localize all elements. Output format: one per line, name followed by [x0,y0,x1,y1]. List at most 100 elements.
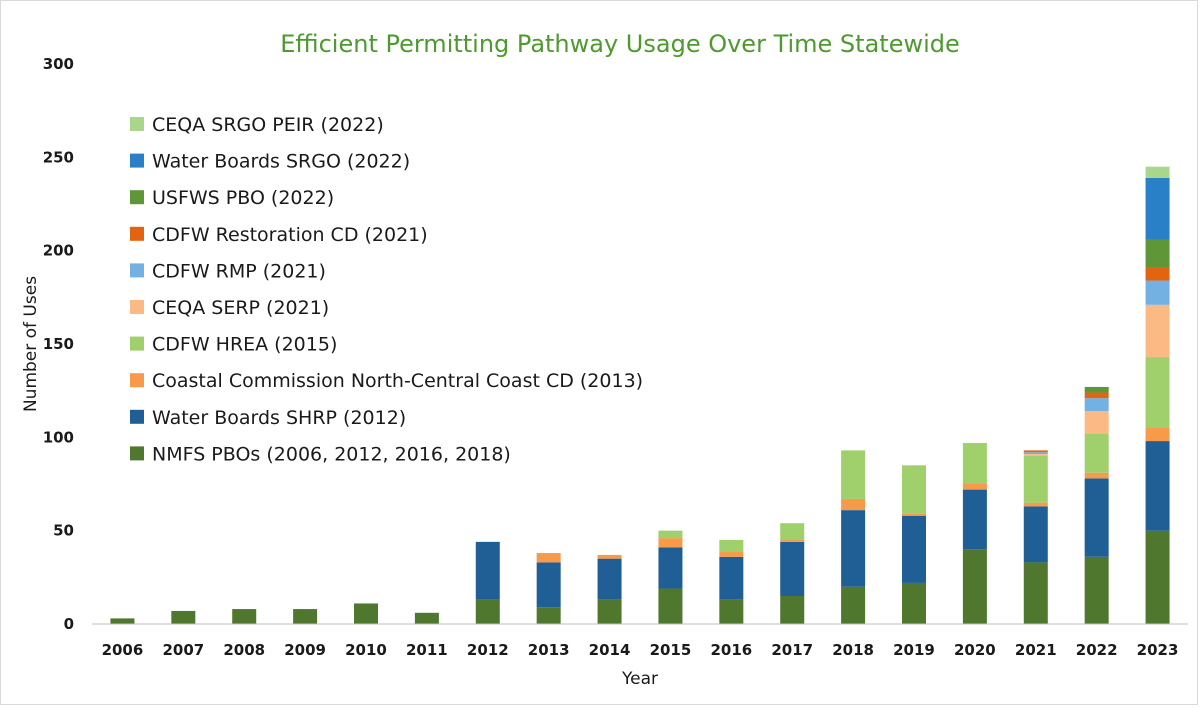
legend-label-coastal-commission-north-central-coast-cd-2013: Coastal Commission North-Central Coast C… [152,370,643,392]
y-axis: 0 50 100 150 200 250 300 [43,55,74,633]
legend-swatch-nmfs-pbos-2006-2012-2016-2018 [130,446,144,461]
bar-segment-coastal-commission-north-central-coast-cd-2013-2015 [658,538,683,548]
bar-segment-coastal-commission-north-central-coast-cd-2013-2019 [902,513,926,516]
x-tick-label: 2023 [1137,641,1179,659]
bar-segment-coastal-commission-north-central-coast-cd-2013-2018 [841,498,866,511]
legend: CEQA SRGO PEIR (2022) Water Boards SRGO (… [130,114,643,465]
y-tick-label: 150 [43,335,74,353]
bar-segment-water-boards-shrp-2012-2017 [780,541,805,596]
bar-segment-coastal-commission-north-central-coast-cd-2013-2016 [719,551,744,557]
bar-segment-water-boards-shrp-2012-2020 [962,489,987,550]
y-tick-label: 0 [64,615,74,633]
y-tick-label: 50 [53,522,74,540]
legend-swatch-coastal-commission-north-central-coast-cd-2013 [130,373,144,388]
x-tick-label: 2010 [345,641,387,659]
bar-segment-cdfw-hrea-2015-2015 [658,530,683,539]
x-tick-label: 2017 [771,641,813,659]
bar-segment-cdfw-rmp-2021-2022 [1084,398,1109,412]
bar-segment-ceqa-serp-2021-2021 [1023,454,1048,456]
bar-segment-water-boards-shrp-2012-2023 [1145,441,1170,531]
y-tick-label: 250 [43,148,74,166]
bar-segment-nmfs-pbos-2006-2012-2016-2018-2016 [719,599,744,624]
bar-segment-nmfs-pbos-2006-2012-2016-2018-2020 [962,549,987,624]
bar-segment-coastal-commission-north-central-coast-cd-2013-2023 [1145,428,1170,442]
bar-segment-water-boards-shrp-2012-2021 [1023,506,1048,563]
bar-segment-cdfw-restoration-cd-2021-2023 [1145,267,1170,281]
legend-swatch-water-boards-shrp-2012 [130,409,144,424]
bar-segment-nmfs-pbos-2006-2012-2016-2018-2007 [171,610,196,624]
bar-segment-usfws-pbo-2022-2022 [1084,386,1109,393]
bar-segment-cdfw-hrea-2015-2016 [719,540,744,552]
bar-segment-cdfw-hrea-2015-2019 [902,465,926,514]
bar-segment-coastal-commission-north-central-coast-cd-2013-2013 [536,553,561,563]
legend-label-usfws-pbo-2022: USFWS PBO (2022) [152,187,334,209]
x-tick-label: 2021 [1015,641,1057,659]
bar-segment-coastal-commission-north-central-coast-cd-2013-2022 [1084,472,1109,479]
bar-segment-nmfs-pbos-2006-2012-2016-2018-2013 [536,607,561,624]
x-axis-title: Year [621,669,658,689]
bar-segment-water-boards-shrp-2012-2016 [719,556,744,600]
bar-segment-nmfs-pbos-2006-2012-2016-2018-2014 [597,599,622,624]
bar-segment-cdfw-hrea-2015-2021 [1023,456,1048,503]
bar-segment-water-boards-shrp-2012-2013 [536,562,561,608]
bar-segment-coastal-commission-north-central-coast-cd-2013-2021 [1023,502,1048,507]
legend-label-nmfs-pbos-2006-2012-2016-2018: NMFS PBOs (2006, 2012, 2016, 2018) [152,443,511,465]
y-axis-title: Number of Uses [21,276,41,412]
x-tick-label: 2011 [406,641,448,659]
bar-segment-water-boards-shrp-2012-2019 [902,515,926,583]
bar-segment-cdfw-hrea-2015-2023 [1145,357,1170,428]
bar-segment-ceqa-serp-2021-2023 [1145,304,1170,358]
bar-segment-coastal-commission-north-central-coast-cd-2013-2020 [962,484,987,490]
bar-segment-cdfw-restoration-cd-2021-2022 [1084,392,1109,399]
bar-segment-water-boards-shrp-2012-2022 [1084,478,1109,557]
bar-segment-nmfs-pbos-2006-2012-2016-2018-2011 [414,612,439,624]
bar-segment-nmfs-pbos-2006-2012-2016-2018-2010 [354,603,378,624]
x-tick-label: 2009 [284,641,326,659]
bar-segment-water-boards-shrp-2012-2012 [475,541,500,600]
bars [110,166,1170,624]
bar-segment-nmfs-pbos-2006-2012-2016-2018-2015 [658,588,683,624]
bar-segment-cdfw-hrea-2015-2022 [1084,433,1109,473]
y-tick-label: 200 [43,242,74,260]
legend-label-ceqa-serp-2021: CEQA SERP (2021) [152,297,329,319]
bar-segment-nmfs-pbos-2006-2012-2016-2018-2023 [1145,530,1170,624]
bar-segment-nmfs-pbos-2006-2012-2016-2018-2008 [232,609,257,624]
bar-segment-coastal-commission-north-central-coast-cd-2013-2017 [780,540,805,542]
y-tick-label: 100 [43,428,74,446]
x-tick-label: 2013 [528,641,570,659]
bar-segment-water-boards-srgo-2022-2023 [1145,177,1170,240]
bar-segment-cdfw-hrea-2015-2020 [962,442,987,484]
chart-title: Efficient Permitting Pathway Usage Over … [280,30,960,58]
bar-segment-ceqa-serp-2021-2022 [1084,411,1109,434]
x-tick-label: 2007 [162,641,204,659]
legend-swatch-usfws-pbo-2022 [130,190,144,205]
bar-segment-nmfs-pbos-2006-2012-2016-2018-2006 [110,618,135,624]
legend-label-ceqa-srgo-peir-2022: CEQA SRGO PEIR (2022) [152,114,384,136]
legend-label-cdfw-restoration-cd-2021: CDFW Restoration CD (2021) [152,224,428,246]
x-tick-label: 2016 [710,641,752,659]
bar-segment-usfws-pbo-2022-2023 [1145,239,1170,268]
bar-segment-water-boards-shrp-2012-2015 [658,547,683,589]
legend-swatch-water-boards-srgo-2022 [130,153,144,168]
legend-swatch-cdfw-restoration-cd-2021 [130,226,144,241]
bar-segment-cdfw-rmp-2021-2021 [1023,452,1048,455]
legend-swatch-cdfw-rmp-2021 [130,263,144,278]
bar-segment-water-boards-shrp-2012-2014 [597,558,622,600]
x-tick-label: 2014 [589,641,631,659]
legend-swatch-cdfw-hrea-2015 [130,336,144,351]
bar-segment-ceqa-srgo-peir-2022-2023 [1145,166,1170,178]
legend-swatch-ceqa-serp-2021 [130,300,144,314]
bar-segment-nmfs-pbos-2006-2012-2016-2018-2018 [841,586,866,624]
legend-label-cdfw-hrea-2015: CDFW HREA (2015) [152,334,337,356]
x-tick-label: 2006 [102,641,144,659]
bar-segment-nmfs-pbos-2006-2012-2016-2018-2012 [475,599,500,624]
bar-segment-cdfw-restoration-cd-2021-2021 [1023,450,1048,453]
bar-segment-coastal-commission-north-central-coast-cd-2013-2014 [597,554,622,559]
bar-segment-nmfs-pbos-2006-2012-2016-2018-2009 [293,609,318,624]
x-axis: 2006 2007 2008 2009 2010 2011 2012 2013 2014 2015… [102,641,1179,659]
bar-segment-cdfw-hrea-2015-2018 [841,450,866,499]
x-tick-label: 2015 [650,641,692,659]
legend-label-water-boards-srgo-2022: Water Boards SRGO (2022) [152,151,410,173]
